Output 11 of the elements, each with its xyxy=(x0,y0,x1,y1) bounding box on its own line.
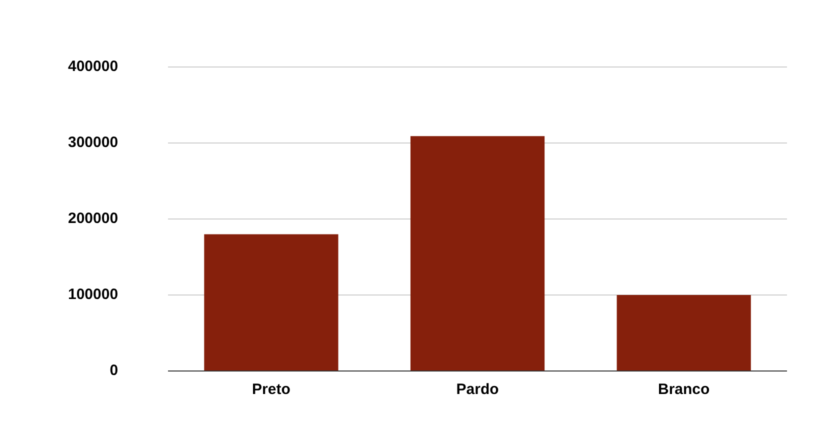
y-tick-label: 100000 xyxy=(68,286,118,304)
bar xyxy=(410,136,545,370)
y-tick-label: 200000 xyxy=(68,210,118,228)
y-tick-label: 400000 xyxy=(68,58,118,76)
x-tick-label: Preto xyxy=(252,381,290,398)
bar xyxy=(204,234,338,370)
bar xyxy=(616,295,751,370)
y-tick-label: 300000 xyxy=(68,134,118,152)
x-tick-label: Branco xyxy=(658,381,710,398)
y-tick-label: 0 xyxy=(110,362,118,380)
x-tick-label: Pardo xyxy=(456,381,499,398)
